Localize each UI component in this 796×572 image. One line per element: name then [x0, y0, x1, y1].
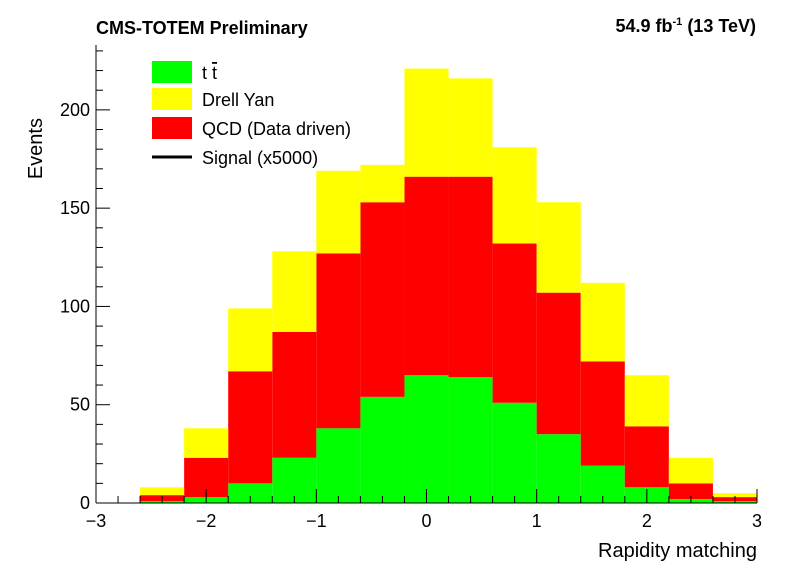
bar-qcd — [492, 243, 537, 403]
bar-ttbar — [536, 434, 581, 503]
axes: −3 −2 −1 0 1 2 3 0 50 100 150 200 — [60, 45, 762, 531]
bar-drell-yan — [360, 164, 405, 203]
bar-drell-yan — [668, 457, 713, 484]
bar-drell-yan — [184, 428, 229, 458]
y-tick-label: 0 — [80, 493, 90, 513]
bar-qcd — [272, 331, 317, 458]
y-axis-label: Events — [25, 118, 47, 179]
x-tick-label: −2 — [196, 511, 217, 531]
bar-drell-yan — [536, 202, 581, 293]
legend-swatch — [152, 61, 192, 83]
bar-ttbar — [316, 428, 361, 503]
x-tick-label: −3 — [86, 511, 107, 531]
legend-label: QCD (Data driven) — [202, 119, 351, 139]
bar-drell-yan — [404, 68, 449, 177]
bar-drell-yan — [580, 282, 625, 362]
y-tick-label: 50 — [70, 395, 90, 415]
x-tick-label: 3 — [752, 511, 762, 531]
bar-qcd — [668, 483, 713, 500]
y-tick-label: 200 — [60, 100, 90, 120]
x-tick-label: 1 — [532, 511, 542, 531]
bar-ttbar — [360, 396, 405, 503]
bar-qcd — [448, 176, 493, 378]
bar-qcd — [228, 371, 273, 484]
legend-label: Drell Yan — [202, 90, 274, 110]
bar-drell-yan — [448, 78, 493, 177]
bar-qcd — [580, 361, 625, 466]
bar-qcd — [624, 426, 669, 488]
legend-swatch — [152, 88, 192, 110]
bar-drell-yan — [492, 147, 537, 244]
luminosity-label: 54.9 fb-1 (13 TeV) — [615, 16, 756, 36]
bar-ttbar — [492, 402, 537, 503]
x-tick-label: 0 — [421, 511, 431, 531]
bar-drell-yan — [228, 308, 273, 372]
bar-drell-yan — [140, 487, 185, 496]
bar-ttbar — [228, 483, 273, 503]
bar-ttbar — [272, 457, 317, 503]
y-tick-label: 100 — [60, 296, 90, 316]
histogram-bars — [140, 68, 757, 503]
bar-qcd — [360, 202, 405, 397]
bar-drell-yan — [316, 170, 361, 254]
bar-drell-yan — [272, 251, 317, 332]
bar-drell-yan — [712, 493, 757, 498]
legend: t t Drell Yan QCD (Data driven) Signal (x50… — [152, 61, 351, 168]
bar-ttbar — [448, 377, 493, 503]
bar-qcd — [536, 292, 581, 435]
experiment-label: CMS-TOTEM Preliminary — [96, 18, 308, 38]
legend-label: t t — [202, 63, 217, 83]
x-axis-label: Rapidity matching — [598, 540, 757, 562]
bar-drell-yan — [624, 375, 669, 427]
legend-swatch — [152, 117, 192, 139]
legend-label: Signal (x5000) — [202, 148, 318, 168]
y-tick-label: 150 — [60, 198, 90, 218]
bar-ttbar — [404, 375, 449, 503]
x-tick-label: 2 — [642, 511, 652, 531]
bar-qcd — [316, 253, 361, 429]
bar-qcd — [404, 176, 449, 376]
x-tick-label: −1 — [306, 511, 327, 531]
